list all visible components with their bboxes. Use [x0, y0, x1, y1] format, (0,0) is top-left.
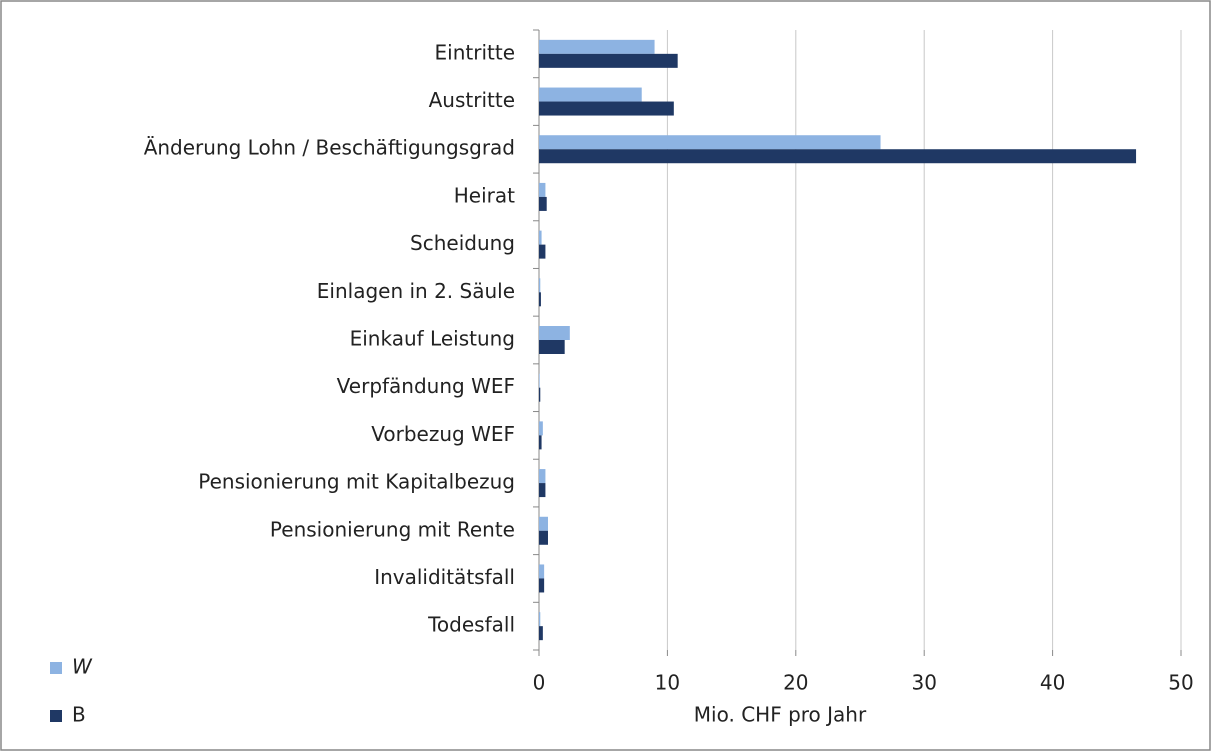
bar [539, 578, 545, 593]
y-tick-label: Einlagen in 2. Säule [317, 279, 515, 303]
bar [539, 182, 546, 197]
bar [539, 516, 548, 531]
bar [539, 373, 540, 388]
bar [539, 87, 642, 102]
x-tick-label: 40 [1040, 671, 1065, 695]
y-tick-label: Vorbezug WEF [371, 422, 515, 446]
y-tick-label: Pensionierung mit Rente [270, 517, 515, 541]
bar [539, 135, 881, 150]
x-tick-label: 50 [1168, 671, 1193, 695]
y-tick-label: Einkauf Leistung [350, 327, 515, 351]
x-tick-label: 30 [911, 671, 936, 695]
y-tick-label: Eintritte [435, 40, 515, 64]
bar [539, 39, 655, 54]
y-tick-label: Invaliditätsfall [374, 565, 515, 589]
bar [539, 421, 543, 436]
y-tick-label: Pensionierung mit Kapitalbezug [198, 470, 515, 494]
bar [539, 530, 548, 545]
bar [539, 387, 541, 402]
y-tick-label: Heirat [454, 183, 515, 207]
bar [539, 244, 546, 259]
bar [539, 483, 546, 498]
y-tick-label: Scheidung [410, 231, 515, 255]
bar [539, 564, 545, 579]
x-tick-label: 10 [655, 671, 680, 695]
legend-swatch [50, 662, 62, 674]
bar [539, 196, 547, 211]
legend-label: B [72, 703, 86, 727]
bar [539, 149, 1137, 164]
bar [539, 340, 565, 354]
x-tick-label: 20 [783, 671, 808, 695]
bar [539, 626, 543, 641]
y-tick-label: Verpfändung WEF [337, 374, 515, 398]
x-tick-label: 0 [533, 671, 546, 695]
y-tick-label: Änderung Lohn / Beschäftigungsgrad [144, 136, 515, 160]
bar [539, 278, 541, 293]
y-tick-label: Todesfall [427, 613, 515, 637]
bar [539, 53, 678, 68]
y-tick-label: Austritte [429, 88, 515, 112]
bar [539, 101, 674, 116]
bar [539, 469, 546, 484]
x-axis-title: Mio. CHF pro Jahr [694, 703, 867, 727]
bar [539, 292, 541, 307]
bar [539, 612, 541, 627]
bar [539, 435, 542, 450]
legend-label: W [72, 655, 93, 679]
legend-swatch [50, 710, 62, 722]
bar [539, 230, 542, 245]
bar [539, 326, 570, 340]
